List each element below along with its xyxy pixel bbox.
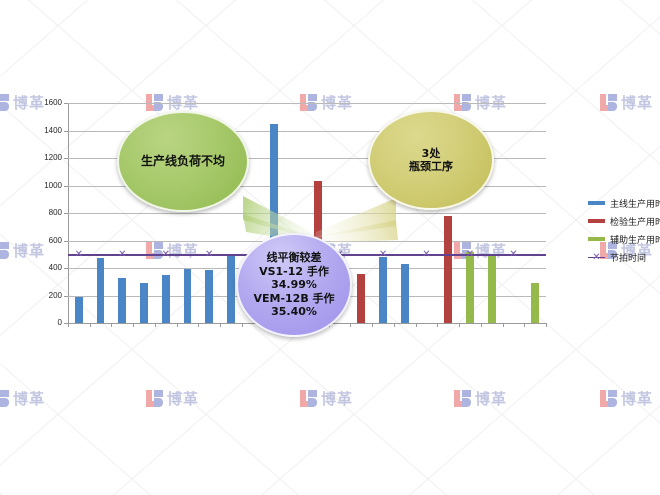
takt-time-marker: ✕ [465, 249, 475, 261]
takt-time-marker: ✕ [161, 249, 170, 261]
x-axis-tick [502, 323, 504, 327]
x-axis-tick [546, 323, 547, 327]
bar [487, 253, 496, 323]
bar [379, 257, 387, 323]
legend-swatch-icon [588, 219, 605, 223]
takt-time-marker: ✕ [378, 249, 388, 261]
bar [357, 274, 366, 323]
x-axis-tick [480, 323, 482, 327]
x-axis-tick [241, 323, 243, 327]
y-gridline [68, 103, 546, 104]
y-axis-tick [64, 130, 68, 132]
x-axis-tick [220, 323, 222, 327]
legend-swatch-icon [588, 237, 605, 241]
bar [444, 216, 453, 323]
x-axis-tick [176, 323, 178, 327]
y-axis-tick [64, 158, 68, 159]
y-axis-tick [64, 323, 68, 324]
bar [205, 270, 214, 323]
y-axis-tick-label: 400 [48, 263, 62, 272]
y-axis-tick [64, 268, 68, 269]
y-gridline [68, 130, 546, 132]
bar [118, 277, 127, 323]
legend-item-label: 检验生产用时 [610, 217, 660, 228]
legend-item-label: 主线生产用时 [610, 199, 660, 210]
y-axis-tick-label: 1400 [44, 125, 62, 135]
bar [531, 283, 540, 323]
legend-item-label: 辅助生产用时 [610, 235, 660, 246]
y-axis-tick [64, 295, 68, 297]
x-axis-tick [437, 323, 439, 327]
y-gridline [68, 158, 546, 159]
legend-line-marker-icon: ✕ [588, 252, 605, 262]
y-axis-tick [64, 240, 68, 242]
takt-time-marker: ✕ [205, 249, 214, 261]
y-gridline [68, 213, 546, 214]
x-axis-tick [393, 323, 395, 327]
bar [74, 296, 83, 323]
x-axis-tick [133, 323, 135, 327]
legend-item[interactable]: 辅助生产用时 [588, 232, 660, 246]
y-axis-tick-label: 800 [48, 208, 62, 217]
x-axis-tick [198, 323, 200, 327]
x-axis-tick [68, 323, 69, 327]
y-gridline [68, 185, 546, 187]
x-axis-tick [350, 323, 352, 327]
y-axis-tick-label: 600 [48, 235, 62, 245]
takt-time-marker: ✕ [118, 249, 127, 261]
callout-load-imbalance[interactable]: 生产线负荷不均 [117, 111, 249, 212]
bar [140, 283, 148, 323]
x-axis-tick [524, 323, 526, 327]
y-axis-tick-label: 0 [57, 318, 62, 327]
legend-item[interactable]: ✕ 节拍时间 [588, 250, 660, 264]
y-axis-tick-label: 1000 [44, 180, 62, 190]
callout-bottleneck[interactable]: 3处 瓶颈工序 [368, 110, 494, 210]
callout-line-balance-text: 线平衡较差 VS1-12 手作 34.99% VEM-12B 手作 35.40% [253, 251, 335, 319]
bar [400, 263, 409, 323]
x-axis-tick [372, 323, 374, 327]
y-axis-tick-label: 1600 [44, 98, 62, 107]
y-axis-tick-label: 1200 [44, 153, 62, 162]
takt-time-marker: ✕ [422, 249, 431, 261]
bar [183, 269, 192, 323]
legend-item-label: 节拍时间 [610, 253, 647, 264]
bar [96, 258, 105, 323]
x-axis-tick [154, 323, 156, 327]
y-axis-tick [64, 213, 68, 214]
callout-line-balance[interactable]: 线平衡较差 VS1-12 手作 34.99% VEM-12B 手作 35.40% [236, 233, 352, 337]
bar [466, 252, 474, 323]
legend-swatch-icon [588, 201, 605, 205]
y-axis-tick [64, 185, 68, 187]
y-axis-tick [64, 103, 68, 104]
x-axis-tick [459, 323, 461, 327]
takt-time-marker: ✕ [509, 249, 518, 261]
x-axis-tick [415, 323, 417, 327]
legend-item[interactable]: 检验生产用时 [588, 214, 660, 228]
y-axis-tick-label: 200 [48, 290, 62, 300]
callout-bottleneck-text: 3处 瓶颈工序 [409, 146, 453, 173]
chart-legend: 主线生产用时 检验生产用时 辅助生产用时 ✕ 节拍时间 [588, 196, 660, 268]
x-axis-tick [89, 323, 91, 327]
bar [227, 254, 235, 323]
bar [161, 274, 170, 323]
x-axis-tick [111, 323, 113, 327]
legend-item[interactable]: 主线生产用时 [588, 196, 660, 210]
takt-time-marker: ✕ [74, 249, 84, 261]
callout-load-imbalance-text: 生产线负荷不均 [140, 154, 225, 169]
